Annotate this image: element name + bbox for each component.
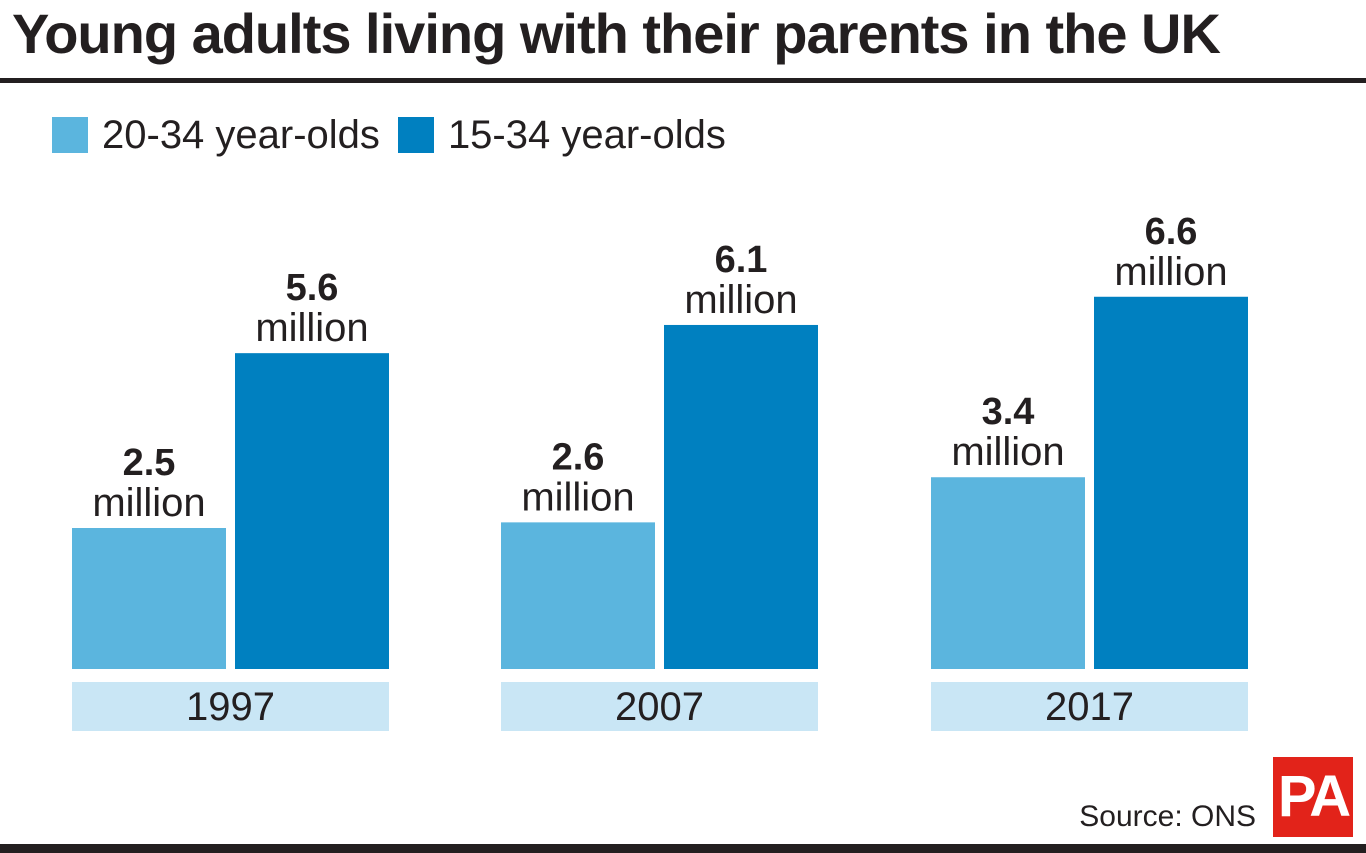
data-label-value-series-1-1997: 2.5 (123, 442, 176, 484)
category-label-1997: 1997 (186, 685, 275, 729)
category-band-2017 (931, 682, 1248, 731)
source-note: Source: ONS (1079, 800, 1256, 833)
category-label-2007: 2007 (615, 685, 704, 729)
legend: 20-34 year-olds 15-34 year-olds (52, 110, 744, 160)
legend-label-series-1: 20-34 year-olds (102, 112, 380, 157)
data-label-value-series-2-1997: 5.6 (286, 267, 339, 309)
chart-title: Young adults living with their parents i… (12, 2, 1221, 65)
bar-series-2-1997 (235, 353, 389, 669)
data-label-unit-series-1-1997: million (92, 481, 205, 525)
bar-series-2-2007 (664, 324, 818, 669)
bar-series-1-2007 (501, 522, 655, 669)
data-label-unit-series-2-2007: million (684, 278, 797, 322)
category-label-2017: 2017 (1045, 685, 1134, 729)
category-band-2007 (501, 682, 818, 731)
data-label-value-series-1-2017: 3.4 (982, 391, 1035, 433)
category-band-1997 (72, 682, 389, 731)
legend-item-series-2: 15-34 year-olds (397, 112, 726, 158)
bar-series-1-2017 (931, 477, 1085, 669)
data-label-unit-series-1-2017: million (951, 430, 1064, 474)
bottom-divider (0, 844, 1366, 853)
legend-label-series-2: 15-34 year-olds (447, 112, 726, 157)
legend-swatch-series-2 (397, 117, 434, 153)
bar-series-1-1997 (72, 528, 226, 669)
bar-series-2-2017 (1094, 296, 1248, 669)
data-label-unit-series-2-2017: million (1114, 250, 1227, 294)
data-label-unit-series-1-2007: million (521, 475, 634, 519)
data-label-value-series-2-2007: 6.1 (715, 239, 768, 281)
pa-logo: PA (1273, 757, 1353, 837)
legend-item-series-1: 20-34 year-olds (52, 113, 380, 158)
data-label-value-series-1-2007: 2.6 (552, 436, 605, 478)
data-label-unit-series-2-1997: million (255, 306, 368, 350)
title-divider (0, 78, 1366, 83)
legend-swatch-series-1 (52, 117, 88, 153)
data-label-value-series-2-2017: 6.6 (1145, 211, 1198, 253)
